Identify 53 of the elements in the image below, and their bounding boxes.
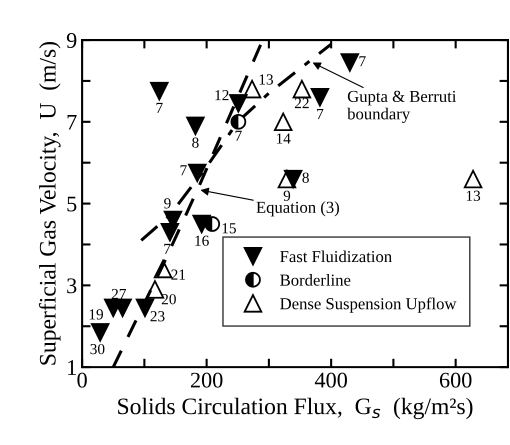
point [274,112,292,132]
annotation: 27 [112,288,126,300]
annotation: Gupta & Berruti boundary [347,90,456,123]
point [150,82,169,100]
annotation: 7 [164,244,170,254]
annotation: 12 [215,90,229,100]
annotation: 16 [195,236,209,246]
point [242,80,262,98]
y-tick-label: 3 [67,278,76,294]
point [188,164,207,182]
annotation: 23 [150,311,165,322]
annotation: 7 [156,102,163,113]
y-tick-label: 9 [66,33,76,48]
point [186,116,205,136]
annotation: 7 [180,165,187,176]
annotation: 22 [294,98,309,108]
legend-label: Borderline [280,274,350,286]
annotation: 21 [171,270,186,280]
annotation: 9 [164,198,171,208]
y-axis-title: Superficial Gas Velocity, U (m/s) [38,42,61,365]
point [154,260,172,278]
x-tick-label: 200 [190,372,222,388]
annotation: 9 [284,190,290,201]
x-tick-label: 400 [314,372,347,388]
annotation: 13 [466,190,480,201]
point [278,170,296,188]
annotation: 30 [90,344,104,354]
y-tick-label: 5 [67,196,76,212]
point [292,80,312,98]
x-tick-label: 0 [77,372,87,388]
point [160,222,180,242]
annotation: 19 [90,309,104,320]
point [464,170,482,188]
annotation: 15 [222,223,236,234]
point [310,88,330,107]
x-axis-title: Solids Circulation Flux, G$_{s}$ (kg/m²s) [118,398,472,420]
legend-label: Dense Suspension Upflow [280,297,456,313]
annotation: Equation (3) [256,201,339,216]
annotation: 20 [162,294,176,304]
annotation: 7 [317,109,324,120]
annotation: 7 [360,56,366,66]
point [90,323,110,342]
legend-label: Fast Fluidization [280,250,392,262]
x-tick-label: 600 [440,372,472,388]
annotation: 13 [260,74,274,85]
point [229,94,248,113]
annotation: 7 [236,130,242,141]
annotation: 14 [276,133,291,144]
y-tick-label: 7 [68,114,77,130]
point [340,53,360,72]
annotation: 8 [302,172,309,183]
annotation: 8 [192,137,199,148]
y-tick-label: 1 [68,360,76,375]
